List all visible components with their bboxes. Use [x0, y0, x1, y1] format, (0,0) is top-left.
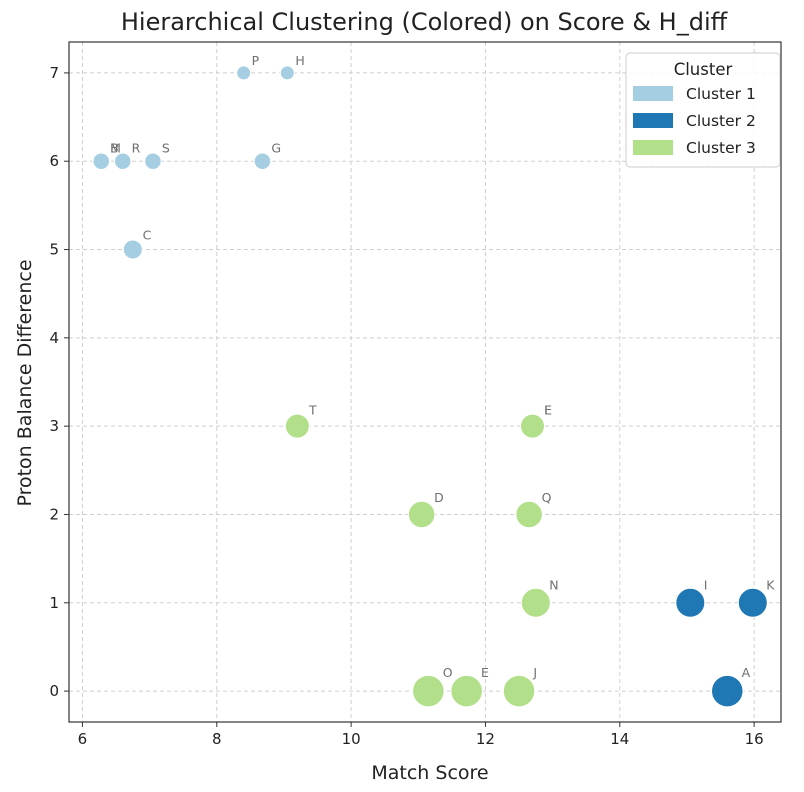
point-labels: P HMB R S GCT EFD QN I KO E J A — [110, 53, 775, 680]
y-tick-label: 0 — [49, 682, 59, 700]
data-point — [737, 587, 768, 618]
point-label: O — [443, 665, 453, 680]
data-point — [279, 65, 295, 81]
point-label: C — [143, 228, 152, 243]
data-point — [412, 674, 445, 708]
data-point — [122, 239, 143, 260]
point-label: G — [271, 140, 281, 155]
legend-swatch — [633, 86, 673, 101]
y-tick-label: 7 — [49, 64, 59, 82]
data-point — [253, 152, 272, 170]
x-tick-label: 16 — [745, 730, 764, 748]
data-point — [284, 413, 310, 439]
chart-title: Hierarchical Clustering (Colored) on Sco… — [121, 8, 728, 36]
x-tick-label: 12 — [476, 730, 495, 748]
data-point — [92, 152, 110, 170]
y-axis-label: Proton Balance Difference — [14, 259, 36, 506]
point-label: I — [704, 577, 708, 592]
legend: Cluster Cluster 1 Cluster 2 Cluster 3 — [625, 52, 781, 168]
data-point — [502, 674, 536, 708]
point-label: J — [532, 665, 537, 680]
point-label: R — [132, 140, 141, 155]
data-point — [515, 500, 543, 529]
legend-entry-label: Cluster 3 — [686, 139, 756, 157]
point-label: D — [434, 490, 444, 505]
point-label: E — [481, 665, 489, 680]
point-label: K — [766, 577, 775, 592]
point-label: Q — [542, 490, 552, 505]
data-point — [711, 674, 744, 708]
y-tick-label: 6 — [49, 152, 59, 170]
x-tick-label: 10 — [342, 730, 361, 748]
y-tick-label: 4 — [49, 329, 59, 347]
plot-area-frame — [68, 41, 782, 723]
y-tick-label: 2 — [49, 505, 59, 523]
legend-entry-label: Cluster 1 — [686, 85, 756, 103]
data-point — [113, 152, 132, 170]
data-point — [407, 500, 436, 529]
y-tick-label: 1 — [49, 594, 59, 612]
point-label: B — [110, 140, 119, 155]
data-points — [92, 65, 768, 708]
legend-swatch — [633, 140, 673, 155]
data-point — [520, 587, 551, 618]
data-point — [144, 152, 162, 170]
legend-title: Cluster — [674, 60, 733, 79]
x-tick-label: 8 — [212, 730, 222, 748]
data-point — [450, 674, 483, 708]
x-axis-label: Match Score — [371, 762, 488, 784]
y-tick-label: 3 — [49, 417, 59, 435]
legend-entry-label: Cluster 2 — [686, 112, 756, 130]
legend-swatch — [633, 113, 673, 128]
point-label: T — [308, 403, 317, 418]
point-label: H — [295, 53, 304, 68]
legend-box — [625, 52, 781, 168]
point-label: F — [544, 403, 551, 418]
point-label: N — [549, 577, 558, 592]
data-point — [519, 413, 545, 439]
x-tick-label: 14 — [610, 730, 629, 748]
point-label: A — [742, 665, 751, 680]
x-tick-label: 6 — [78, 730, 88, 748]
data-point — [236, 65, 252, 81]
data-point — [675, 587, 706, 618]
y-tick-label: 5 — [49, 241, 59, 259]
point-label: E — [544, 403, 552, 418]
point-label: M — [110, 140, 121, 155]
point-label: S — [162, 140, 170, 155]
point-label: P — [252, 53, 260, 68]
